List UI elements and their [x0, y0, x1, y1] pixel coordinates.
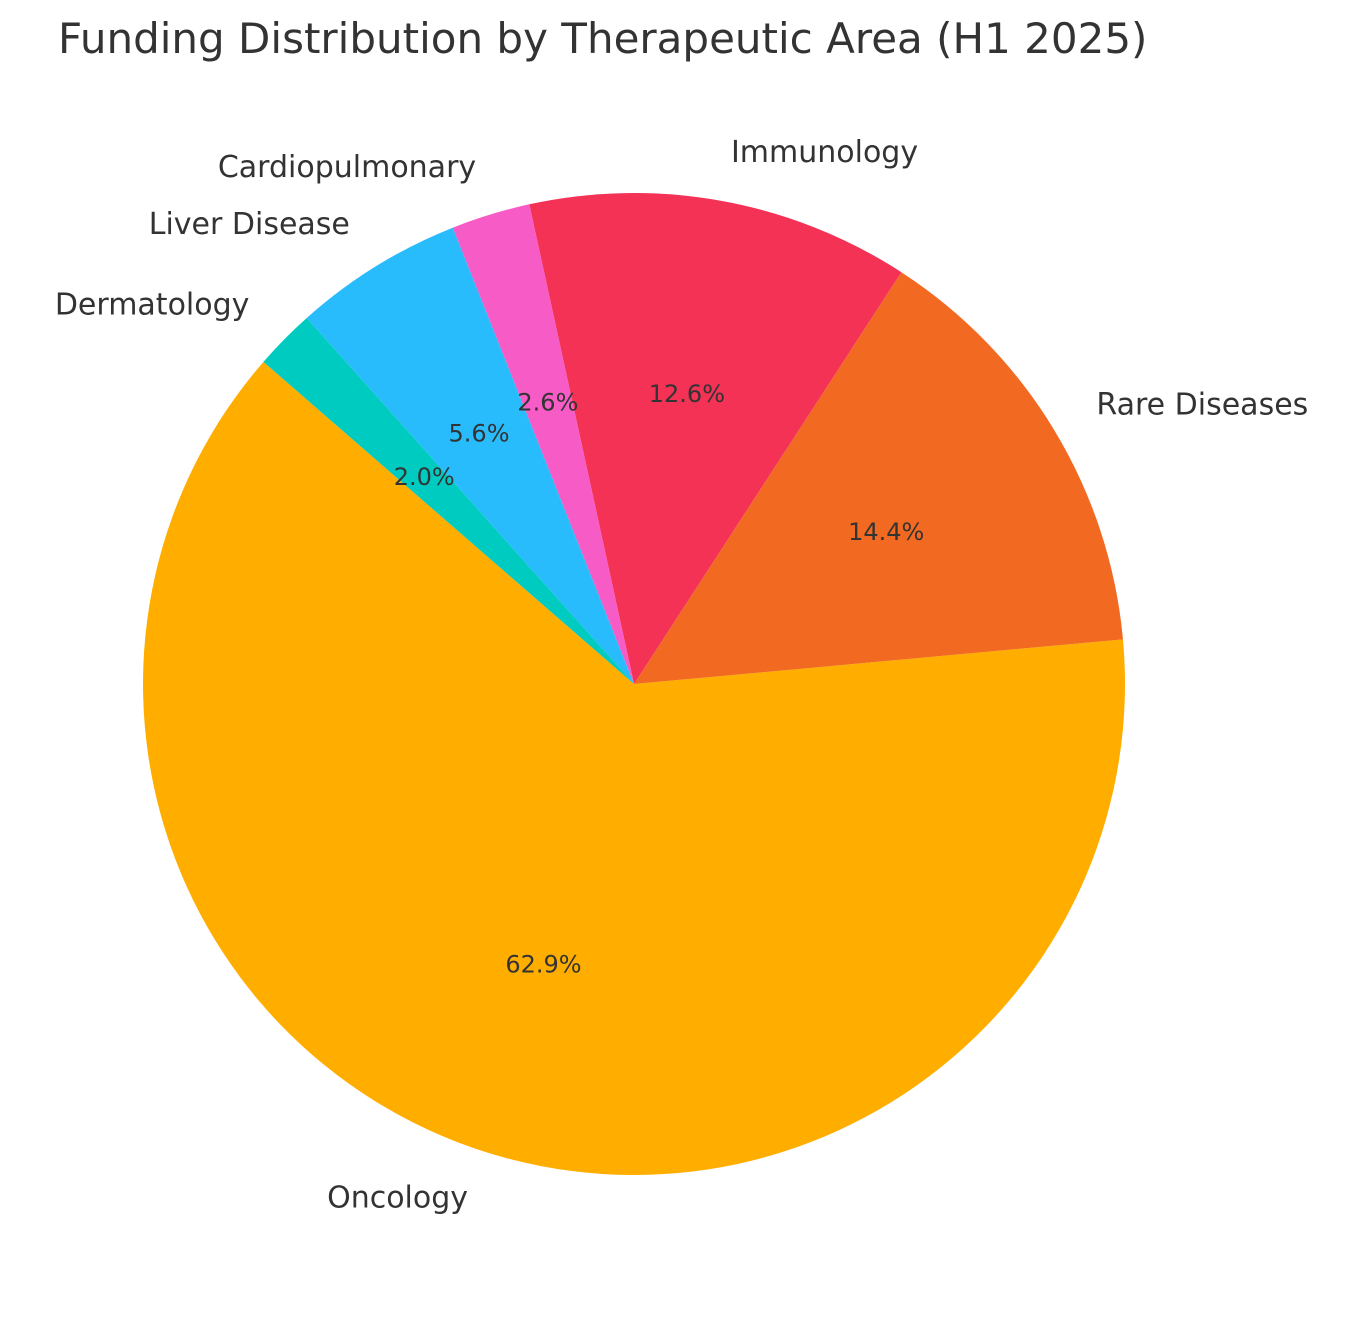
slice-percent-cardiopulmonary: 2.6%	[517, 388, 578, 416]
slice-percent-liver-disease: 5.6%	[449, 419, 510, 447]
slice-percent-oncology: 62.9%	[505, 950, 581, 978]
slice-label-oncology: Oncology	[327, 1180, 468, 1215]
slice-label-rare-diseases: Rare Diseases	[1096, 387, 1308, 422]
slice-label-dermatology: Dermatology	[55, 287, 250, 322]
slice-label-immunology: Immunology	[731, 135, 918, 170]
pie-slice-immunology	[529, 192, 902, 684]
pie-slice-dermatology	[263, 318, 634, 684]
chart-title: Funding Distribution by Therapeutic Area…	[58, 14, 1148, 63]
pie-slice-liver-disease	[306, 227, 634, 684]
pie-slice-oncology	[143, 361, 1126, 1176]
pie-slice-cardiopulmonary	[452, 204, 634, 685]
pie-labels: Oncology 62.9% Rare Diseases 14.4% Immunolog…	[55, 135, 1308, 1215]
slice-percent-rare-diseases: 14.4%	[848, 518, 924, 546]
pie-slices	[143, 192, 1126, 1176]
slice-label-cardiopulmonary: Cardiopulmonary	[218, 150, 476, 185]
pie-slice-rare-diseases	[634, 272, 1123, 684]
slice-percent-dermatology: 2.0%	[394, 463, 455, 491]
slice-percent-immunology: 12.6%	[649, 380, 725, 408]
slice-label-liver-disease: Liver Disease	[149, 207, 350, 242]
